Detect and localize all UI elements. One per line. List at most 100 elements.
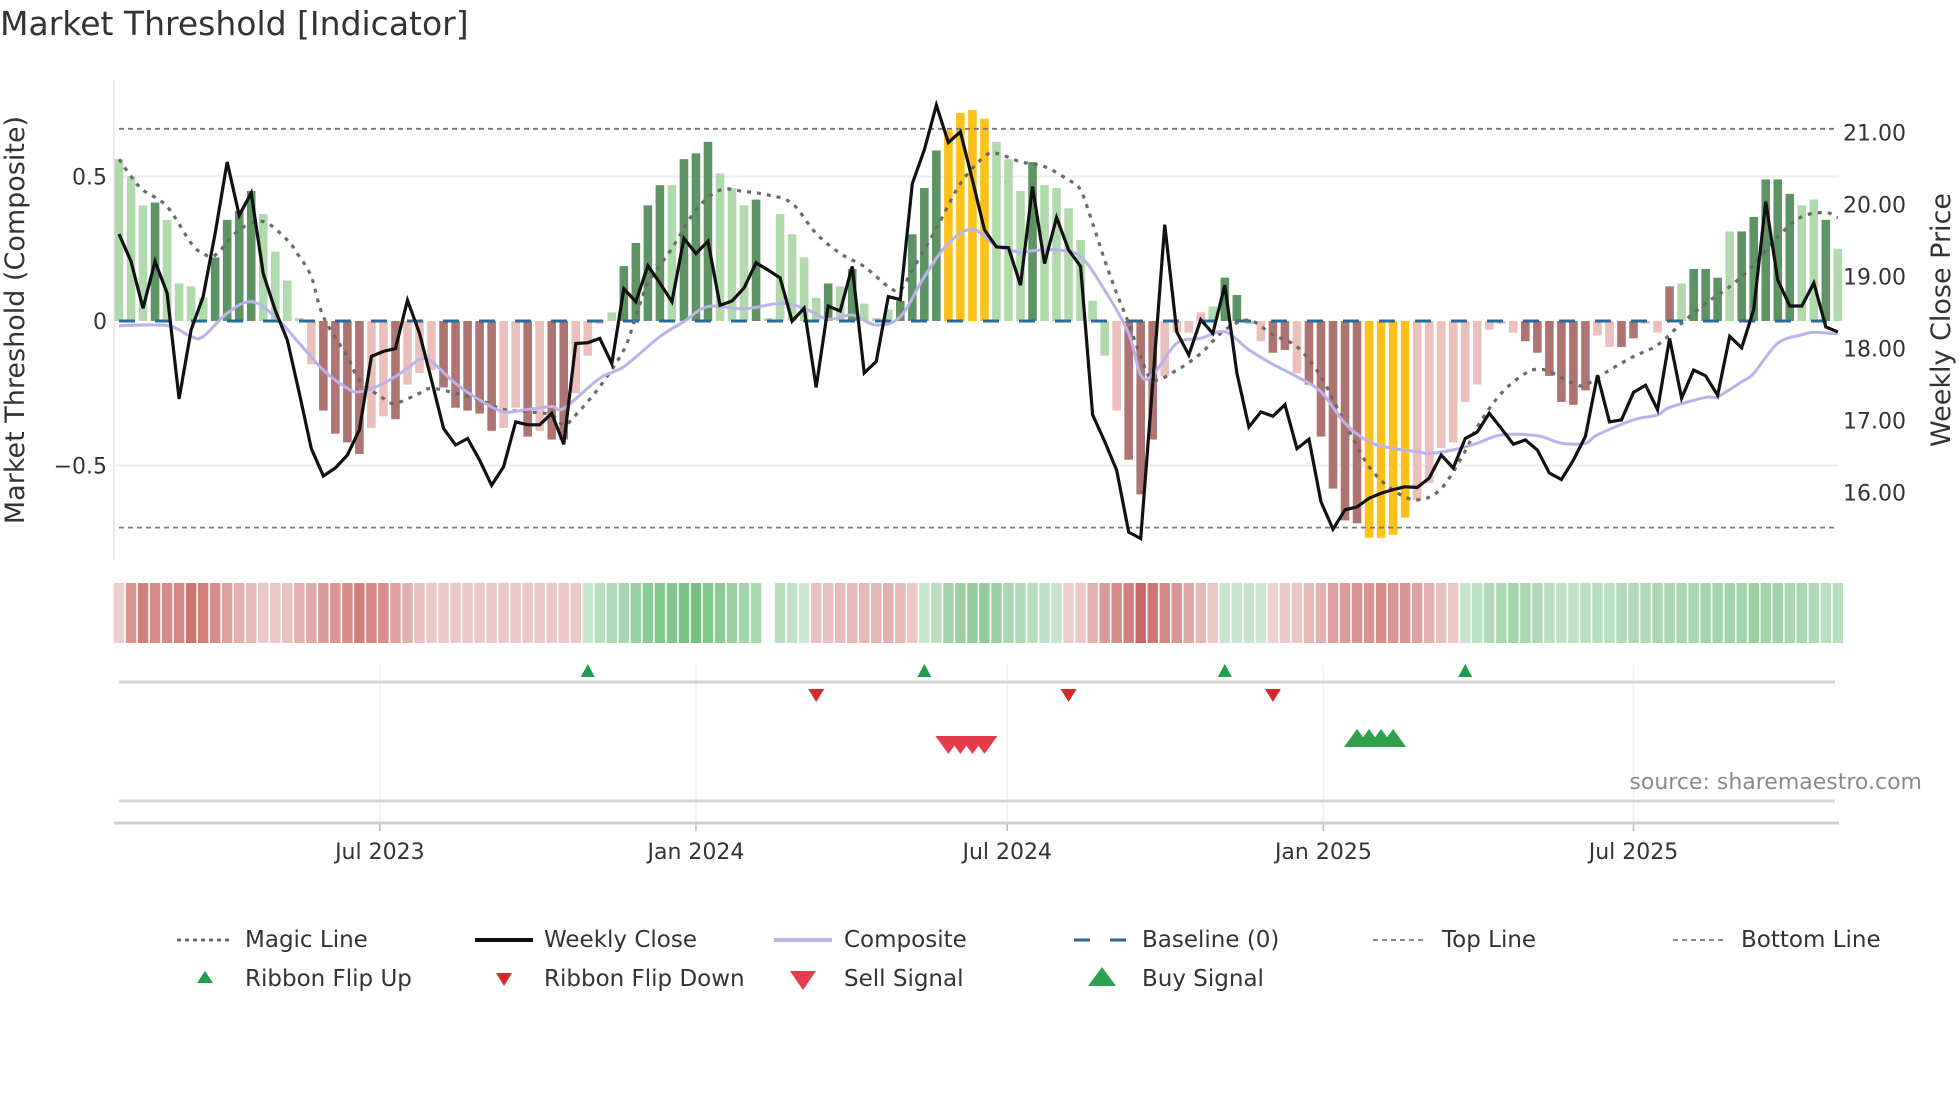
legend-label: Buy Signal (1142, 966, 1264, 992)
ribbon-cell (209, 583, 221, 643)
ribbon-cell (1556, 583, 1567, 643)
ribbon-cell (1339, 583, 1351, 643)
ribbon-cell (967, 583, 978, 643)
ribbon-cell (258, 583, 269, 643)
ribbon-cell (1231, 583, 1243, 643)
ribbon-cell (1027, 583, 1038, 643)
composite-bar (968, 110, 977, 321)
dashed-line-icon (1673, 939, 1727, 941)
composite-bar (1436, 321, 1446, 449)
ribbon-cell (1580, 583, 1591, 643)
composite-bar (667, 185, 677, 321)
y-right-tick-label: 19.00 (1843, 266, 1906, 291)
composite-bar (319, 321, 328, 411)
composite-bar (1028, 162, 1037, 321)
solid-line-icon (774, 938, 832, 942)
legend-label: Weekly Close (544, 927, 697, 953)
ribbon-cell (1676, 583, 1687, 643)
legend-label: Baseline (0) (1142, 927, 1280, 953)
composite-bar (1040, 185, 1049, 321)
ribbon-cell (883, 583, 894, 643)
composite-bar (703, 141, 713, 321)
composite-bar (1545, 321, 1554, 376)
ribbon-cell (907, 583, 918, 643)
composite-bar (282, 280, 292, 321)
x-tick-label: Jul 2024 (961, 840, 1053, 865)
ribbon-cell (1832, 583, 1844, 643)
triangle-down-icon (496, 973, 512, 986)
ribbon-cell (1315, 583, 1327, 643)
dashed-line-icon (1373, 939, 1427, 941)
composite-bar (1833, 248, 1843, 321)
ribbon-cell (871, 583, 882, 643)
weekly-close-line (117, 99, 1839, 542)
ribbon-cell (1363, 583, 1375, 643)
composite-bar (1472, 321, 1482, 385)
ribbon-cell (1748, 583, 1759, 643)
composite-bar (956, 112, 965, 321)
composite-bar (1004, 159, 1013, 321)
composite-bar (775, 214, 785, 321)
axes: Market Threshold (Composite) Weekly Clos… (0, 116, 1957, 524)
ribbon-cell (1736, 583, 1747, 643)
composite-bar (547, 321, 557, 440)
ribbon-cell (1796, 583, 1807, 643)
composite-bar (1088, 300, 1097, 321)
ribbon-cell (1664, 583, 1675, 643)
composite-bar (499, 321, 508, 428)
ribbon-flip-up-marker (917, 664, 932, 677)
composite-bar (1304, 321, 1314, 385)
y-left-tick-label: 0 (93, 310, 107, 335)
ribbon-cell (1616, 583, 1627, 643)
composite-bar (511, 321, 520, 408)
ribbon-cell (1411, 583, 1423, 643)
ribbon-cell (1219, 583, 1231, 643)
ribbon-cell (1147, 583, 1158, 643)
composite-bar (162, 219, 172, 321)
composite-bar (1256, 321, 1266, 342)
composite-bar (1412, 321, 1422, 501)
composite-bar (1809, 199, 1819, 321)
ribbon-cell (510, 583, 521, 643)
ribbon-cell (1532, 583, 1543, 643)
composite-bar (1821, 219, 1831, 321)
ribbon-cell (546, 583, 557, 643)
y-right-tick-label: 16.00 (1843, 482, 1906, 507)
ribbon-cell (366, 583, 377, 643)
composite-bar (1629, 321, 1638, 339)
ribbon-cell (1604, 583, 1615, 643)
ribbon-cell (161, 583, 173, 643)
ribbon-cell (270, 583, 281, 643)
ribbon-cell (1544, 583, 1555, 643)
ribbon-cell (991, 583, 1002, 643)
ribbon-cell (1484, 583, 1495, 643)
composite-bar (908, 234, 917, 321)
composite-bar (475, 321, 484, 414)
composite-bar (1653, 321, 1662, 333)
composite-bar (1569, 321, 1578, 405)
composite-bar (114, 159, 124, 321)
composite-bar (1689, 268, 1698, 321)
ribbon-cell (1375, 583, 1387, 643)
y-right-tick-label: 20.00 (1843, 194, 1906, 219)
ribbon-cell (354, 583, 365, 643)
ribbon-cell (1724, 583, 1735, 643)
ribbon-cell (1387, 583, 1399, 643)
composite-bar (1448, 321, 1458, 443)
composite-bar (1773, 179, 1783, 321)
ribbon-cell (835, 583, 846, 643)
composite-bar (1509, 321, 1518, 333)
ribbon-cell (1496, 583, 1507, 643)
composite-bar (835, 286, 845, 321)
y-right-tick-label: 17.00 (1843, 410, 1906, 435)
dashed-line-icon (1074, 938, 1128, 942)
ribbon-cell (810, 583, 822, 643)
ribbon-cell (702, 583, 714, 643)
ribbon-cell (1327, 583, 1339, 643)
composite-bar (535, 321, 544, 431)
solid-line-icon (475, 938, 533, 942)
composite-bar (920, 188, 929, 321)
ribbon-cell (642, 583, 654, 643)
ribbon-cell (859, 583, 870, 643)
